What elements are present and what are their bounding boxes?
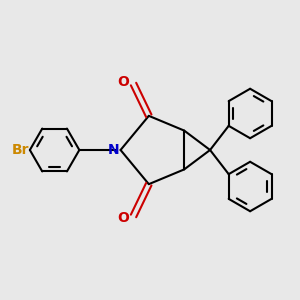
Text: O: O: [118, 75, 129, 89]
Text: N: N: [108, 143, 119, 157]
Text: Br: Br: [12, 143, 29, 157]
Text: O: O: [118, 211, 129, 225]
